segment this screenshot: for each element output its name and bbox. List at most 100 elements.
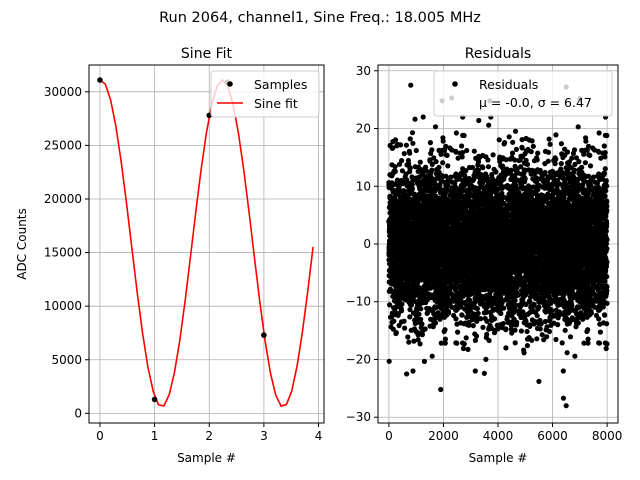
residual-point xyxy=(493,169,499,175)
sine-fit-curve xyxy=(99,78,314,407)
residual-point xyxy=(386,358,392,364)
residual-point xyxy=(393,330,399,336)
residual-point xyxy=(461,341,467,347)
residual-point xyxy=(416,311,422,317)
residual-point xyxy=(429,353,435,359)
residual-point xyxy=(490,152,496,158)
residual-point xyxy=(498,310,504,317)
residual-point xyxy=(454,340,460,346)
residual-point xyxy=(408,302,415,308)
legend-samples-marker xyxy=(227,81,233,87)
residual-point xyxy=(473,333,480,339)
residual-point xyxy=(453,130,459,136)
residual-point xyxy=(464,147,470,154)
residual-point xyxy=(403,142,409,148)
residual-point xyxy=(409,182,415,188)
residual-point xyxy=(442,336,448,342)
residual-point xyxy=(410,140,416,146)
residual-point xyxy=(442,327,448,333)
residual-point xyxy=(446,310,452,316)
residual-point xyxy=(475,310,481,316)
residual-point xyxy=(403,171,409,177)
residual-point xyxy=(512,297,518,303)
residual-point xyxy=(484,331,490,337)
residual-point xyxy=(399,301,405,307)
residual-point xyxy=(401,151,407,157)
residual-point xyxy=(399,158,405,164)
residual-point xyxy=(419,321,425,327)
residual-point xyxy=(459,312,465,318)
residual-point xyxy=(463,335,469,341)
residual-point xyxy=(420,114,426,120)
sample-point xyxy=(261,332,267,338)
residual-point xyxy=(432,124,439,130)
residual-point xyxy=(513,146,520,152)
residual-point xyxy=(429,147,435,153)
residual-point xyxy=(478,316,484,322)
residual-point xyxy=(460,345,466,352)
residual-point xyxy=(500,320,506,327)
residual-point xyxy=(509,150,516,156)
residual-point xyxy=(470,323,476,329)
residual-point xyxy=(469,164,476,171)
residual-point xyxy=(518,328,525,334)
residual-point xyxy=(409,186,415,192)
residual-point xyxy=(483,356,489,362)
residual-point xyxy=(429,167,435,173)
sine-fit-x-tick-label: 1 xyxy=(151,429,159,443)
residual-point xyxy=(480,165,486,171)
residual-point xyxy=(391,318,397,324)
residual-point xyxy=(415,337,421,343)
residual-point xyxy=(419,332,425,338)
residual-point xyxy=(461,132,467,139)
residual-point xyxy=(405,334,411,340)
residual-point xyxy=(420,171,426,177)
residual-point xyxy=(436,164,442,170)
residual-point xyxy=(407,307,413,313)
residual-point xyxy=(471,148,477,154)
residual-point xyxy=(432,320,439,326)
sample-point xyxy=(151,396,158,403)
residual-point xyxy=(512,327,518,333)
residual-point xyxy=(399,168,405,174)
residual-point xyxy=(503,326,509,332)
sample-point xyxy=(97,77,103,83)
residual-point xyxy=(407,165,413,171)
residual-point xyxy=(392,164,398,170)
residual-point xyxy=(427,140,433,146)
residual-point xyxy=(501,305,507,311)
residual-point xyxy=(424,168,430,174)
sine-fit-y-tick-label: 25000 xyxy=(44,138,82,152)
sine-fit-x-tick-label: 2 xyxy=(205,429,213,443)
residual-point xyxy=(440,138,446,144)
sine-fit-y-tick-label: 20000 xyxy=(44,192,82,206)
residual-point xyxy=(503,345,509,351)
residual-point xyxy=(474,306,480,312)
residual-point xyxy=(387,302,393,308)
residual-point xyxy=(485,164,492,170)
residual-point xyxy=(502,140,508,146)
sine-fit-y-tick-label: 5000 xyxy=(51,353,82,367)
residual-point xyxy=(444,152,450,158)
residual-point xyxy=(407,314,413,320)
residual-point xyxy=(506,134,512,140)
residual-point xyxy=(413,147,419,154)
residual-point xyxy=(392,137,399,143)
legend-sine-fit-label: Sine fit xyxy=(254,96,298,111)
residual-point xyxy=(480,324,486,330)
residual-point xyxy=(510,139,516,145)
sine-fit-axes-frame xyxy=(88,64,325,424)
sine-fit-y-tick-label: 15000 xyxy=(44,246,82,260)
residual-point xyxy=(418,316,424,322)
residual-point xyxy=(410,368,416,374)
residual-point xyxy=(411,338,417,344)
sine-fit-legend-box xyxy=(210,70,320,118)
residual-point xyxy=(398,308,405,314)
residual-point xyxy=(401,188,407,194)
residual-point xyxy=(512,128,519,134)
residual-point xyxy=(475,159,482,165)
sine-fit-y-axis-label: ADC Counts xyxy=(15,208,29,280)
